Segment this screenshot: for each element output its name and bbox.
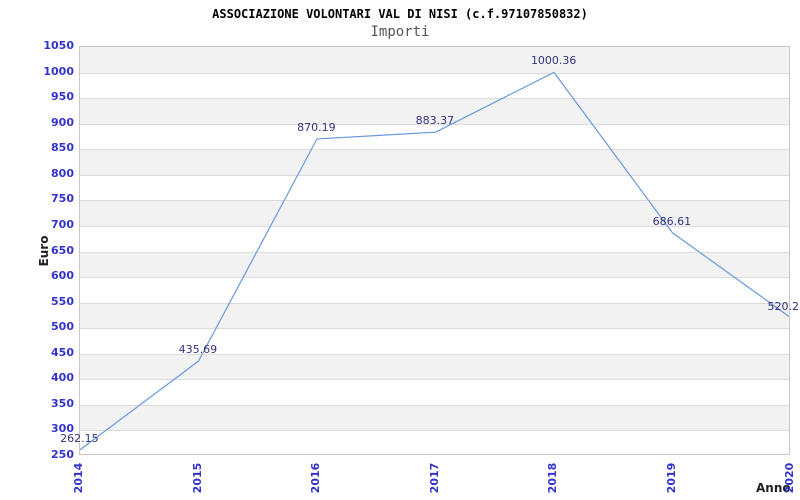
data-label: 1000.36: [530, 54, 577, 68]
x-tick-label: 2014: [72, 462, 85, 494]
gridline: [80, 175, 789, 176]
gridline: [80, 200, 789, 201]
plot-area: [79, 46, 790, 455]
gridline: [80, 405, 789, 406]
y-tick-label: 550: [51, 294, 74, 308]
data-label: 262.15: [60, 431, 99, 445]
gridline: [80, 354, 789, 355]
gridline: [80, 149, 789, 150]
y-tick-label: 600: [51, 269, 74, 283]
y-tick-label: 350: [51, 396, 74, 410]
plot-band: [80, 47, 789, 73]
y-tick-label: 950: [51, 90, 74, 104]
gridline: [80, 379, 789, 380]
plot-band: [80, 251, 789, 278]
gridline: [80, 277, 789, 278]
data-label: 883.37: [415, 114, 455, 128]
y-tick-label: 1000: [43, 64, 74, 78]
y-tick-label: 900: [51, 115, 74, 129]
data-label: 870.19: [297, 120, 336, 134]
y-tick-label: 750: [51, 192, 74, 206]
data-label: 520.2: [767, 299, 800, 313]
gridline: [80, 98, 789, 99]
plot-band: [80, 302, 789, 329]
gridline: [80, 430, 789, 431]
plot-band: [80, 98, 789, 124]
y-tick-label: 850: [51, 141, 74, 155]
gridline: [80, 303, 789, 304]
x-tick-label: 2016: [309, 462, 322, 494]
gridline: [80, 328, 789, 329]
y-tick-label: 800: [51, 166, 74, 180]
plot-band: [80, 200, 789, 226]
gridline: [80, 124, 789, 125]
gridline: [80, 252, 789, 253]
y-tick-label: 1050: [43, 39, 74, 52]
x-tick-label: 2015: [190, 462, 204, 494]
data-label: 686.61: [652, 214, 692, 228]
plot-band: [80, 149, 789, 175]
data-label: 435.69: [178, 343, 218, 357]
gridline: [80, 226, 789, 227]
x-tick-label: 2017: [427, 462, 441, 494]
x-tick-label: 2019: [664, 462, 678, 494]
y-tick-label: 400: [51, 371, 74, 385]
plot-band: [80, 404, 789, 431]
y-tick-label: 250: [51, 448, 74, 461]
line-series: [80, 71, 789, 451]
x-tick-label: 2018: [546, 462, 559, 494]
y-tick-label: 500: [51, 320, 74, 334]
y-tick-label: 650: [51, 243, 74, 257]
chart-subtitle: Importi: [370, 24, 430, 40]
plot-band: [80, 353, 789, 380]
x-tick-label: 2020: [783, 462, 796, 494]
y-tick-label: 300: [51, 422, 74, 436]
chart-title: ASSOCIAZIONE VOLONTARI VAL DI NISI (c.f.…: [212, 7, 588, 21]
y-tick-label: 450: [51, 345, 74, 359]
y-tick-label: 700: [51, 217, 74, 231]
gridline: [80, 73, 789, 74]
x-axis-title: Anno: [756, 481, 791, 495]
